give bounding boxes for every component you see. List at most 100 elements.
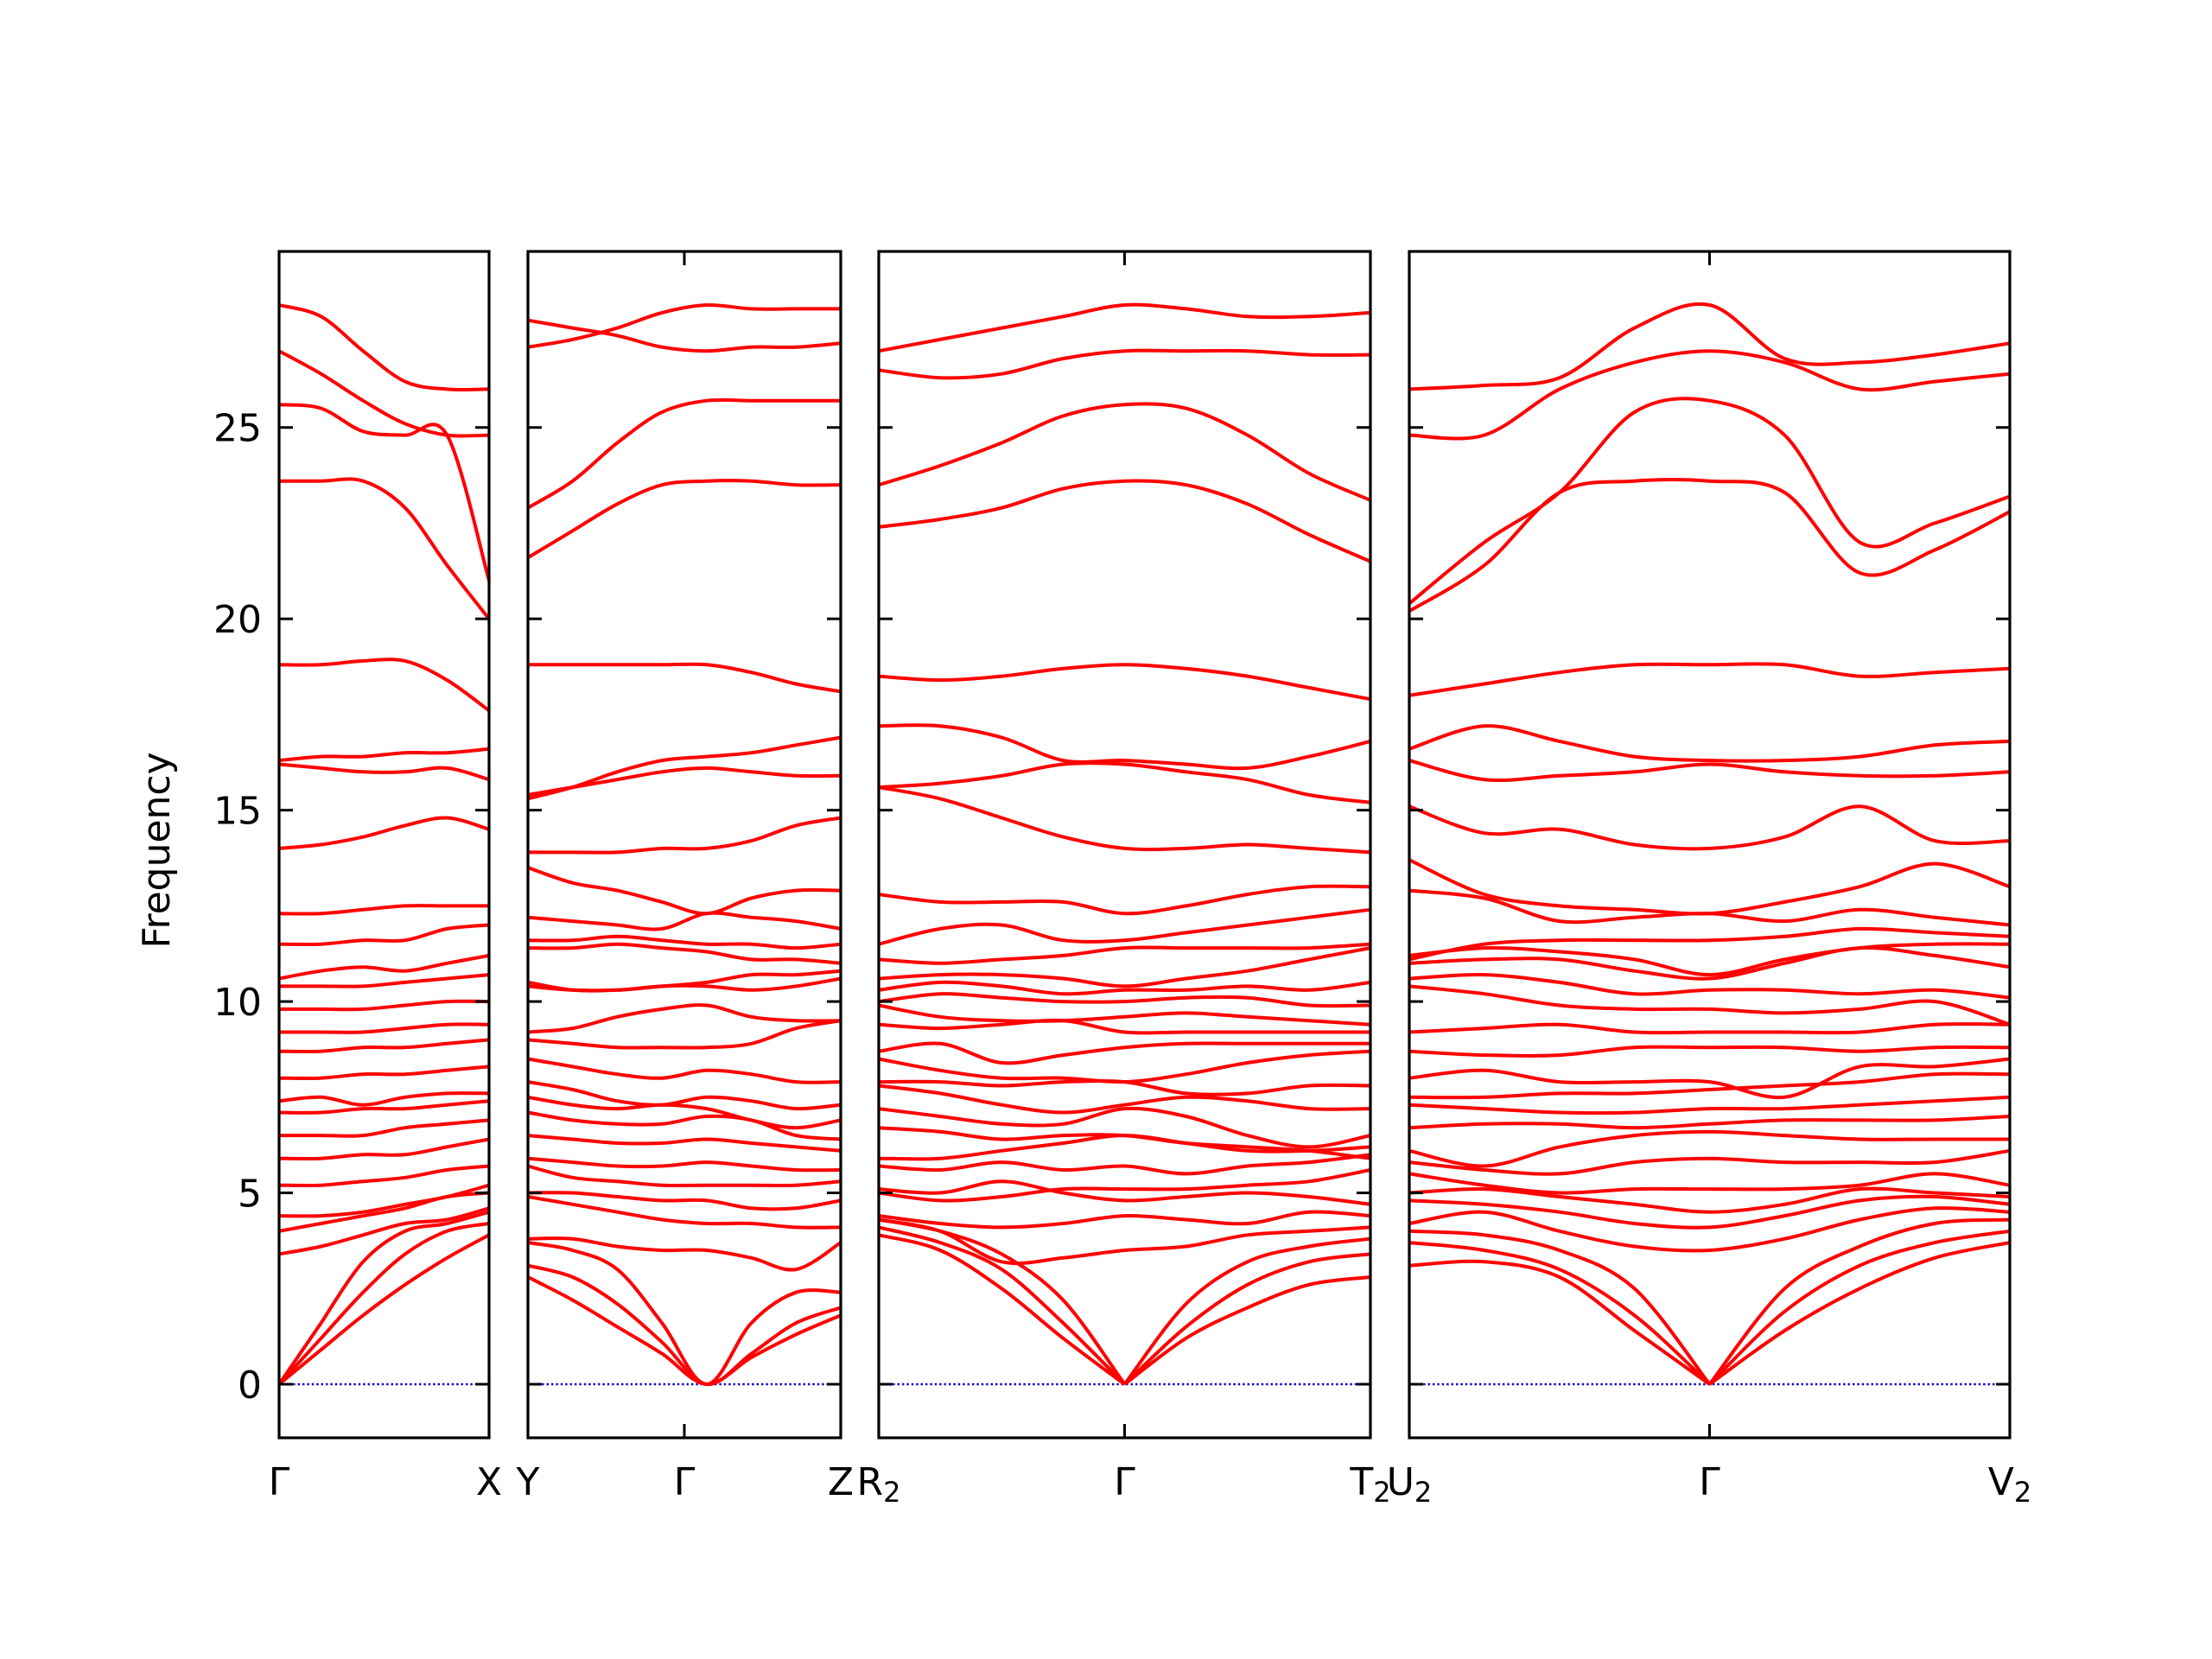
band-branch	[1408, 478, 2011, 613]
band-branch	[1408, 1229, 2011, 1386]
band-branch	[1408, 662, 2011, 697]
band-branch	[878, 479, 1371, 563]
band-branch	[1408, 1045, 2011, 1058]
band-branch	[278, 953, 490, 981]
panel-frame	[877, 250, 1372, 1440]
band-branch	[878, 1217, 1371, 1386]
band-branch	[278, 1164, 490, 1188]
band-branch	[278, 762, 490, 782]
band-branch	[878, 1106, 1371, 1149]
band-branch	[1408, 1071, 2011, 1100]
band-branch	[878, 402, 1371, 502]
band-branch	[278, 1183, 490, 1218]
band-branch	[878, 942, 1371, 965]
band-branch	[1408, 1172, 2011, 1195]
band-branch	[878, 907, 1371, 946]
band-branch	[1408, 1186, 2011, 1214]
band-branch	[526, 397, 841, 510]
band-branch	[878, 980, 1371, 996]
band-branch	[527, 1080, 842, 1111]
band-branch	[1408, 804, 2011, 851]
band-branch	[527, 1003, 842, 1034]
y-tick-label: 20	[213, 598, 262, 642]
band-branch	[277, 1233, 490, 1386]
band-branch	[1408, 1022, 2011, 1035]
band-branch	[1408, 759, 2011, 783]
band-branch	[278, 349, 490, 438]
y-axis-title: Frequency	[135, 752, 179, 948]
band-branch	[527, 911, 842, 931]
x-tick-label: Γ	[269, 1460, 290, 1504]
band-branch	[1408, 349, 2011, 441]
band-branch	[278, 1022, 490, 1034]
band-branch	[878, 1018, 1370, 1035]
band-branch	[878, 1153, 1371, 1176]
band-branch	[527, 934, 842, 950]
band-branch	[878, 1179, 1371, 1206]
band-branch	[1408, 1095, 2011, 1116]
band-branch	[278, 1191, 490, 1233]
band-branch	[878, 1233, 1371, 1386]
band-branch	[1408, 1057, 2011, 1100]
band-branch	[1408, 1206, 2011, 1253]
panel-frame	[526, 250, 842, 1440]
band-branch	[878, 1217, 1371, 1266]
band-branch	[277, 1210, 490, 1386]
x-tick-label-subscript: 2	[1414, 1476, 1432, 1509]
band-branch	[279, 973, 490, 988]
band-branch	[878, 1084, 1371, 1115]
y-tick-label: 15	[213, 790, 262, 834]
band-branch	[528, 816, 842, 855]
band-branch	[1408, 1194, 2011, 1230]
band-branch	[278, 747, 490, 763]
band-branch	[527, 766, 842, 797]
band-branch	[1408, 1241, 2011, 1386]
band-branch	[878, 946, 1371, 988]
x-tick-label-subscript: 2	[1373, 1476, 1390, 1509]
band-branch	[278, 1118, 490, 1138]
band-branch	[527, 318, 842, 353]
x-tick-label: Γ	[674, 1460, 696, 1504]
band-branch	[878, 302, 1371, 353]
band-branch	[527, 1263, 842, 1387]
band-branch	[527, 1275, 842, 1387]
band-branch	[278, 816, 490, 850]
band-branch	[527, 1156, 842, 1173]
band-branch	[527, 1195, 842, 1230]
band-branch	[878, 884, 1371, 916]
band-branch	[527, 1236, 842, 1272]
panel-frame	[277, 250, 491, 1440]
band-branch	[878, 1210, 1371, 1230]
band-branch	[278, 1206, 490, 1256]
band-branch	[1408, 1129, 2010, 1168]
band-branch	[878, 761, 1371, 804]
band-branch	[1408, 942, 2011, 977]
band-branch	[527, 866, 842, 916]
band-branch	[1408, 302, 2011, 391]
band-panel-3: R2 Γ T2	[857, 250, 1391, 1509]
x-tick-label: Z	[828, 1460, 854, 1504]
band-branch	[878, 1168, 1371, 1203]
band-branch	[278, 1091, 490, 1107]
x-tick-label: R2	[857, 1460, 901, 1509]
band-branch	[527, 1164, 842, 1188]
x-tick-label: Y	[516, 1460, 540, 1504]
band-branch	[278, 1137, 490, 1161]
band-branch	[278, 658, 491, 713]
band-branch	[527, 1191, 842, 1211]
band-branch	[278, 1038, 490, 1054]
x-tick-label: Γ	[1699, 1460, 1720, 1504]
y-tick-label: 5	[238, 1173, 262, 1217]
band-branch	[878, 348, 1371, 380]
band-branch	[878, 1041, 1370, 1065]
band-branch	[1408, 1115, 2011, 1130]
band-branch	[1408, 1217, 2011, 1386]
band-branch	[878, 1126, 1371, 1160]
band-branch	[878, 1225, 1371, 1386]
band-branch	[1408, 984, 2011, 1027]
band-branch	[878, 785, 1371, 855]
band-branch	[527, 1134, 842, 1153]
